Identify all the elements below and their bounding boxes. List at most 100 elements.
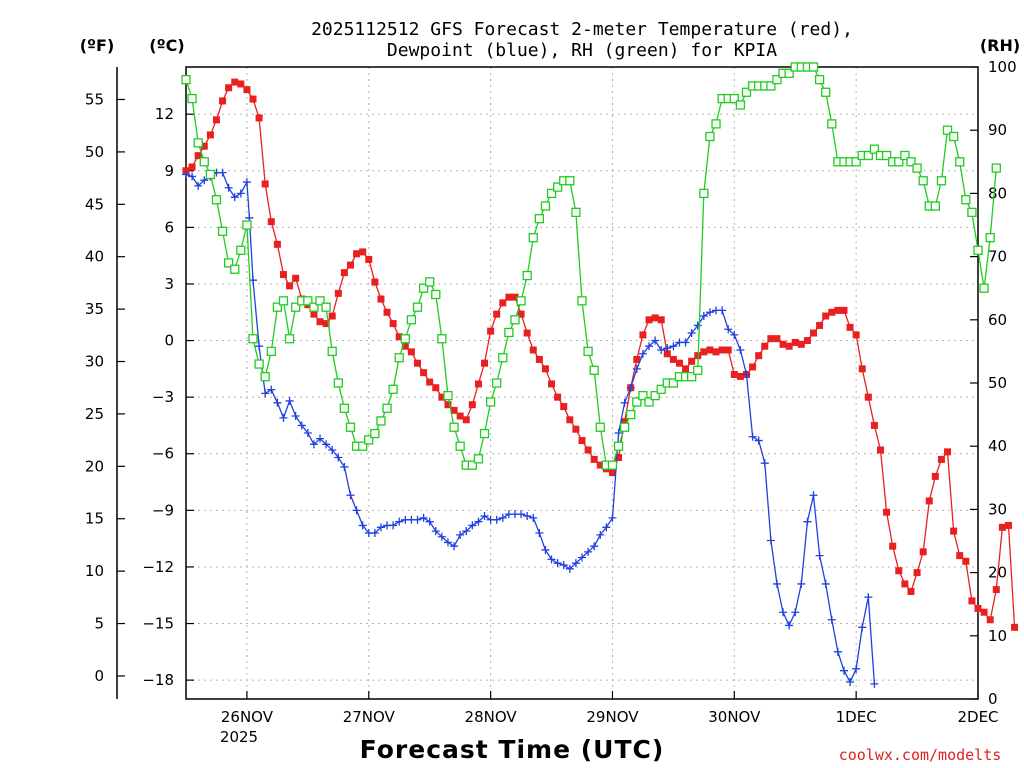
data-point bbox=[767, 335, 775, 343]
rh-tick-label: 70 bbox=[988, 248, 1007, 266]
data-point bbox=[881, 150, 892, 161]
data-point bbox=[986, 616, 994, 624]
data-point bbox=[632, 397, 642, 407]
data-point bbox=[498, 353, 508, 363]
data-point bbox=[431, 527, 440, 536]
chart-title-line1: 2025112512 GFS Forecast 2-meter Temperat… bbox=[311, 19, 853, 40]
rh-tick-label: 100 bbox=[988, 58, 1017, 76]
data-point bbox=[316, 434, 325, 443]
data-point bbox=[212, 116, 220, 124]
data-point bbox=[492, 378, 502, 388]
data-point bbox=[596, 530, 605, 539]
chart-title-line2: Dewpoint (blue), RH (green) for KPIA bbox=[387, 40, 777, 61]
data-point bbox=[602, 523, 611, 532]
data-point bbox=[412, 302, 423, 312]
data-point bbox=[223, 258, 234, 268]
data-point bbox=[443, 538, 452, 547]
data-point bbox=[936, 176, 947, 186]
data-point bbox=[730, 371, 738, 379]
data-point bbox=[724, 325, 733, 334]
data-point bbox=[657, 316, 665, 324]
data-point bbox=[724, 346, 732, 354]
data-point bbox=[1011, 623, 1019, 631]
data-point bbox=[346, 261, 354, 269]
data-point bbox=[577, 296, 587, 306]
data-point bbox=[961, 195, 971, 205]
data-point bbox=[950, 527, 958, 535]
data-point bbox=[444, 401, 452, 409]
fahrenheit-tick-label: 20 bbox=[85, 457, 104, 475]
data-point bbox=[808, 62, 819, 72]
data-point bbox=[785, 342, 793, 350]
data-point bbox=[540, 201, 551, 211]
data-point bbox=[718, 306, 727, 315]
data-point bbox=[864, 593, 873, 602]
data-point bbox=[827, 119, 837, 129]
data-point bbox=[493, 310, 501, 318]
data-point bbox=[632, 364, 641, 373]
series-dewpoint bbox=[182, 168, 879, 688]
data-point bbox=[931, 472, 939, 480]
data-point bbox=[273, 398, 282, 407]
data-point bbox=[230, 193, 239, 202]
data-point bbox=[400, 334, 410, 344]
data-point bbox=[455, 441, 465, 451]
data-point bbox=[583, 346, 593, 357]
data-point bbox=[846, 323, 854, 331]
data-point bbox=[913, 569, 921, 577]
data-point bbox=[779, 340, 787, 348]
data-point bbox=[814, 74, 825, 85]
data-point bbox=[578, 437, 586, 445]
series-layer bbox=[181, 62, 1019, 688]
data-point bbox=[450, 406, 458, 414]
data-point bbox=[992, 586, 1000, 594]
data-point bbox=[365, 255, 373, 263]
data-point bbox=[181, 74, 191, 85]
data-point bbox=[205, 169, 216, 180]
data-point bbox=[474, 380, 482, 388]
data-point bbox=[394, 353, 404, 363]
data-point bbox=[248, 334, 258, 344]
data-point bbox=[784, 68, 794, 78]
data-point bbox=[711, 119, 721, 129]
data-point bbox=[534, 214, 545, 224]
x-tick-label: 29NOV bbox=[586, 708, 639, 726]
data-point bbox=[376, 523, 385, 532]
data-point bbox=[663, 350, 671, 358]
data-point bbox=[236, 245, 246, 255]
data-point bbox=[626, 383, 635, 392]
data-point bbox=[279, 413, 288, 422]
data-point bbox=[316, 318, 324, 326]
fahrenheit-tick-label: 40 bbox=[85, 248, 104, 266]
data-point bbox=[619, 422, 630, 432]
data-point bbox=[681, 338, 690, 347]
data-point bbox=[729, 93, 739, 104]
data-point bbox=[590, 542, 599, 551]
data-point bbox=[364, 435, 374, 445]
data-point bbox=[194, 152, 202, 160]
celsius-tick-label: −6 bbox=[152, 445, 174, 463]
data-point bbox=[504, 327, 514, 338]
data-point bbox=[565, 176, 575, 186]
data-point bbox=[310, 310, 318, 318]
data-point bbox=[821, 579, 830, 588]
data-point bbox=[395, 517, 404, 526]
axes: 129630−3−6−9−12−15−185550454035302520151… bbox=[85, 58, 1017, 726]
data-point bbox=[297, 421, 306, 430]
data-point bbox=[742, 370, 751, 379]
celsius-tick-label: −12 bbox=[142, 558, 174, 576]
data-point bbox=[748, 432, 757, 441]
data-point bbox=[962, 557, 970, 565]
data-point bbox=[590, 455, 598, 463]
data-point bbox=[559, 561, 568, 570]
data-point bbox=[705, 131, 715, 142]
data-point bbox=[425, 277, 435, 287]
data-point bbox=[188, 163, 196, 171]
data-point bbox=[560, 403, 568, 411]
data-point bbox=[985, 232, 995, 243]
x-axis-title: Forecast Time (UTC) bbox=[360, 735, 665, 764]
data-point bbox=[370, 528, 379, 537]
data-point bbox=[663, 344, 672, 353]
data-point bbox=[418, 283, 429, 293]
data-point bbox=[942, 125, 953, 135]
